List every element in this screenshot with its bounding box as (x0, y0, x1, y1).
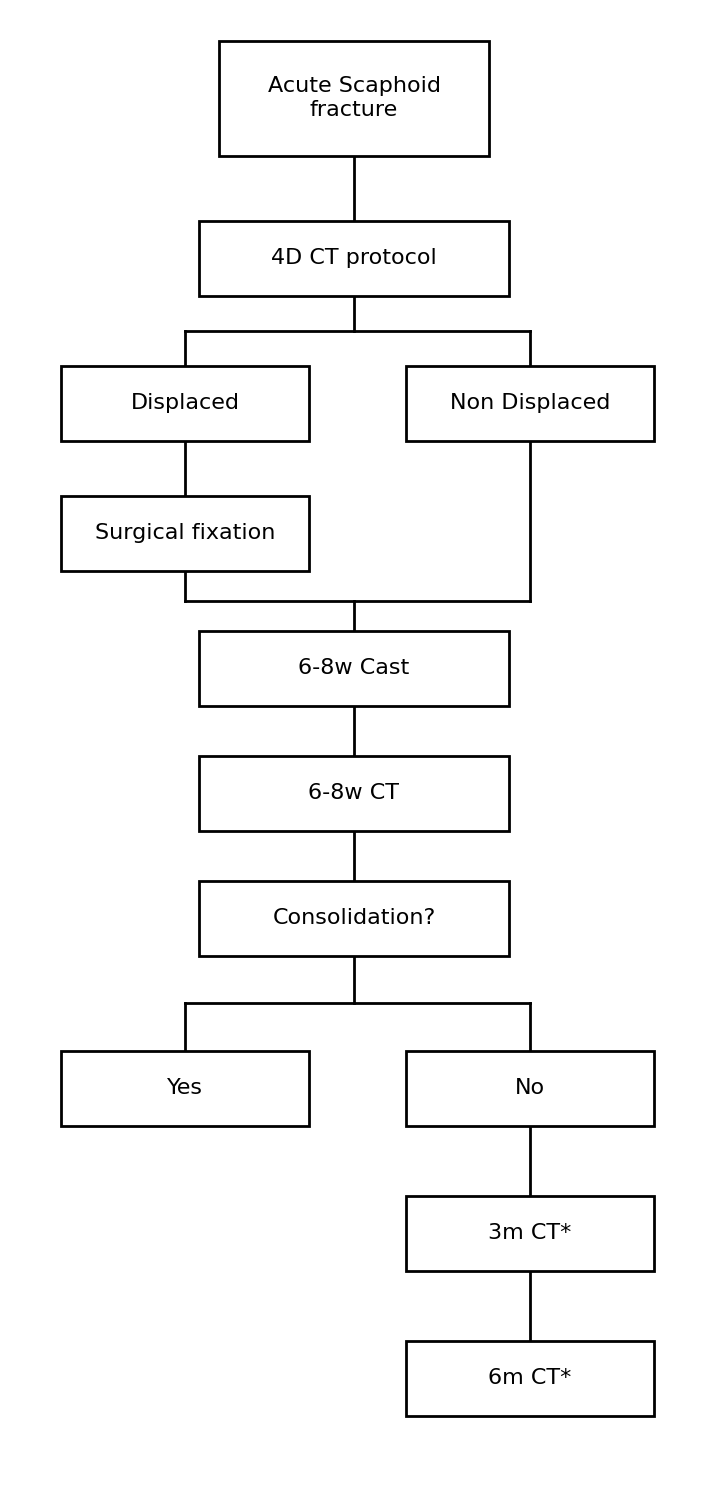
FancyBboxPatch shape (406, 1341, 654, 1415)
Text: 6m CT*: 6m CT* (489, 1367, 571, 1388)
Text: Displaced: Displaced (130, 393, 240, 414)
FancyBboxPatch shape (199, 631, 509, 705)
FancyBboxPatch shape (199, 881, 509, 955)
FancyBboxPatch shape (61, 1051, 309, 1125)
Text: 3m CT*: 3m CT* (489, 1223, 571, 1242)
Text: Consolidation?: Consolidation? (272, 908, 435, 929)
FancyBboxPatch shape (61, 366, 309, 440)
Text: Yes: Yes (167, 1077, 203, 1098)
Text: Acute Scaphoid
fracture: Acute Scaphoid fracture (267, 76, 440, 119)
Text: No: No (515, 1077, 545, 1098)
Text: Surgical fixation: Surgical fixation (95, 522, 275, 543)
Text: 4D CT protocol: 4D CT protocol (271, 248, 437, 268)
FancyBboxPatch shape (219, 40, 489, 156)
FancyBboxPatch shape (406, 1051, 654, 1125)
FancyBboxPatch shape (61, 496, 309, 570)
Text: Non Displaced: Non Displaced (450, 393, 610, 414)
FancyBboxPatch shape (406, 366, 654, 440)
Text: 6-8w Cast: 6-8w Cast (298, 658, 410, 679)
FancyBboxPatch shape (406, 1195, 654, 1271)
FancyBboxPatch shape (199, 220, 509, 296)
Text: 6-8w CT: 6-8w CT (308, 783, 399, 804)
FancyBboxPatch shape (199, 756, 509, 830)
